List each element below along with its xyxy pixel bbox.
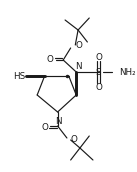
Text: O: O <box>75 40 82 50</box>
Text: NH₂: NH₂ <box>119 67 136 77</box>
Text: O: O <box>41 122 48 132</box>
Text: O: O <box>95 52 102 62</box>
Text: O: O <box>95 83 102 92</box>
Text: HS: HS <box>13 72 25 80</box>
Text: S: S <box>96 67 101 77</box>
Text: N: N <box>75 62 81 71</box>
Text: O: O <box>71 136 78 144</box>
Text: N: N <box>55 117 62 126</box>
Text: O: O <box>47 55 54 63</box>
